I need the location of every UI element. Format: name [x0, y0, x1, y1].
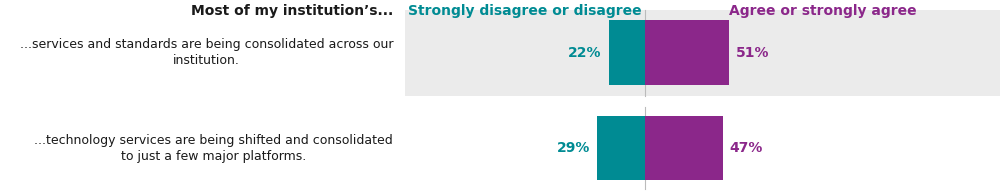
Bar: [597, 116, 645, 180]
Text: Agree or strongly agree: Agree or strongly agree: [729, 4, 916, 18]
Bar: [645, 116, 723, 180]
Text: Strongly disagree or disagree: Strongly disagree or disagree: [408, 4, 642, 18]
Text: 47%: 47%: [730, 141, 763, 155]
Bar: [405, 107, 1000, 189]
Text: Most of my institution’s...: Most of my institution’s...: [191, 4, 393, 18]
Bar: [609, 20, 645, 85]
Text: ...services and standards are being consolidated across our
institution.: ...services and standards are being cons…: [20, 38, 393, 67]
Text: ...technology services are being shifted and consolidated
to just a few major pl: ...technology services are being shifted…: [34, 134, 393, 163]
Text: 22%: 22%: [568, 45, 602, 60]
Text: 51%: 51%: [736, 45, 770, 60]
Bar: [645, 20, 729, 85]
Text: 29%: 29%: [557, 141, 590, 155]
Bar: [405, 10, 1000, 96]
